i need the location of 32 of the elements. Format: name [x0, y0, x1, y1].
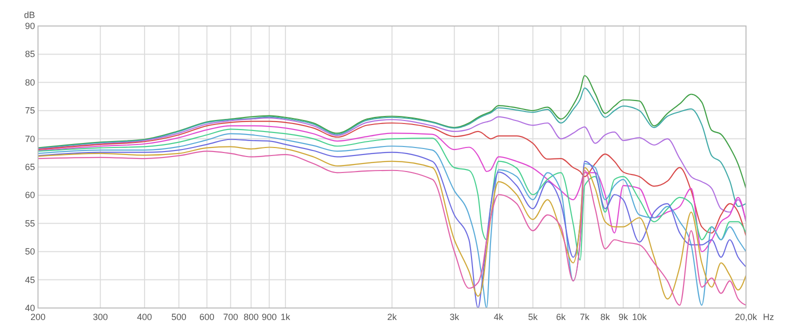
x-tick-label: 400 — [137, 312, 152, 322]
x-tick-label: 900 — [262, 312, 277, 322]
x-tick-label: 500 — [171, 312, 186, 322]
x-tick-label: 5k — [528, 312, 538, 322]
x-tick-label: 3k — [450, 312, 460, 322]
x-tick-label: 600 — [199, 312, 214, 322]
y-tick-label: 70 — [24, 134, 35, 144]
x-tick-label: 300 — [92, 312, 108, 322]
y-tick-label: 45 — [24, 274, 35, 285]
y-tick-label: 55 — [24, 218, 35, 228]
y-tick-label: 65 — [24, 162, 35, 172]
x-tick-label: 20,0k — [734, 312, 758, 322]
y-tick-label: 80 — [24, 77, 35, 88]
y-tick-label: 85 — [24, 49, 35, 60]
x-tick-label: 800 — [244, 312, 259, 322]
x-tick-label: 6k — [556, 312, 566, 322]
y-tick-label: 60 — [24, 190, 35, 200]
x-tick-label: 8k — [600, 312, 610, 322]
y-tick-label: 40 — [24, 302, 35, 313]
x-tick-label: 1k — [280, 312, 291, 322]
x-tick-label: 7k — [580, 312, 590, 322]
x-tick-label: 9k — [618, 312, 628, 322]
y-tick-label: 50 — [24, 246, 35, 257]
x-tick-label: 2k — [387, 312, 398, 322]
y-tick-label: 75 — [24, 106, 35, 116]
x-tick-label: 4k — [494, 312, 504, 322]
x-tick-label: 700 — [223, 312, 238, 322]
x-axis-title: Hz — [763, 312, 774, 322]
x-tick-label: 10k — [632, 312, 648, 322]
y-axis-title: dB — [24, 10, 35, 20]
x-tick-label: 200 — [30, 312, 46, 322]
y-tick-label: 90 — [24, 20, 35, 31]
